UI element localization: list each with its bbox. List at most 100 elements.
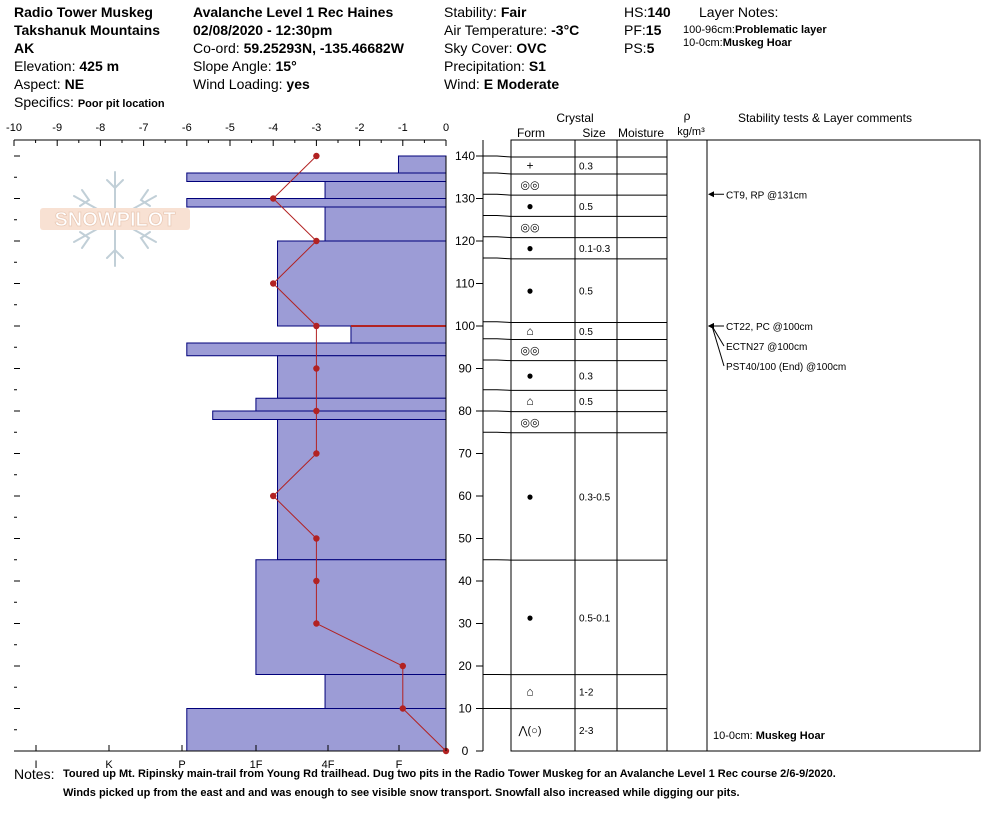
- snowpilot-logo: SNOWPILOT: [40, 171, 190, 267]
- grain-form-symbol: ⌂: [526, 324, 533, 338]
- temperature-point: [399, 705, 406, 712]
- layer-connector: [483, 172, 512, 175]
- grain-size-value: 0.5: [579, 327, 593, 338]
- temperature-point: [313, 535, 320, 542]
- temperature-point: [313, 450, 320, 457]
- hardness-tick-label: 1F: [250, 759, 263, 771]
- aspect: Aspect: NE: [14, 76, 85, 92]
- grain-size-value: 0.5: [579, 397, 593, 408]
- hardness-bar: [324, 674, 447, 709]
- observer: Avalanche Level 1 Rec Haines: [193, 4, 394, 20]
- layer-connector: [483, 215, 512, 217]
- density-symbol: ρ: [684, 109, 691, 123]
- hardness-bar: [324, 181, 447, 199]
- air-temperature: Air Temperature: -3°C: [444, 22, 580, 38]
- layer-connector: [483, 410, 512, 413]
- grain-size-value: 0.3: [579, 161, 593, 172]
- grain-form-symbol: ◎◎: [520, 180, 539, 192]
- hardness-bar: [277, 240, 447, 327]
- depth-tick-label: 0: [462, 744, 469, 758]
- grain-form-symbol: ⌂: [526, 685, 533, 699]
- density-unit: kg/m³: [677, 126, 705, 138]
- temp-tick-label: -8: [96, 122, 106, 134]
- hardness-bar: [186, 198, 447, 208]
- temp-tick-label: -3: [312, 122, 322, 134]
- svg-text:SNOWPILOT: SNOWPILOT: [54, 209, 175, 231]
- test-arrowhead: [708, 191, 714, 198]
- hardness-tick-label: K: [105, 759, 113, 771]
- layer-connector: [483, 236, 512, 239]
- test-pointer: [711, 325, 725, 367]
- layer-connector: [483, 359, 512, 362]
- depth-axis: 0 10 20 30 40 50 60 70 80 90 100 110 120 130 140: [445, 140, 484, 758]
- temperature-point: [313, 407, 320, 415]
- depth-tick-label: 10: [458, 702, 472, 716]
- grain-form-symbol: ◎◎: [520, 417, 539, 429]
- grain-form-symbol: ●: [526, 199, 533, 213]
- layer-table: +0.3 ◎◎ ● 0.5 ◎◎ ● 0.1-0.3 ● 0.5 ⌂ 0.5 ◎◎ ● 0.3 ⌂ 0.5 ◎◎…: [483, 139, 981, 752]
- layer-note-2: 10-0cm:Muskeg Hoar: [683, 37, 792, 49]
- layer-connector: [483, 431, 512, 434]
- depth-tick-label: 140: [455, 149, 475, 163]
- site-name: Radio Tower Muskeg: [14, 4, 153, 20]
- stability-test-label: CT9, RP @131cm: [726, 190, 807, 201]
- temp-tick-label: 0: [443, 122, 449, 134]
- grain-form-symbol: +: [526, 158, 533, 172]
- hardness-bar: [186, 708, 447, 752]
- layer-note-1: 100-96cm:Problematic layer: [683, 24, 827, 36]
- depth-tick-label: 30: [458, 617, 472, 631]
- form-header: Form: [517, 126, 545, 140]
- grain-size-value: 0.3: [579, 372, 593, 383]
- temperature-profile: [270, 152, 450, 755]
- grain-size-value: 0.5: [579, 202, 593, 213]
- hardness-tick-label: I: [34, 759, 37, 771]
- temperature-point: [313, 152, 320, 160]
- test-pointer: [711, 325, 725, 347]
- crystal-header: Crystal: [556, 111, 593, 125]
- grain-size-value: 0.5: [579, 287, 593, 298]
- hardness-bar: [397, 155, 447, 174]
- depth-tick-label: 80: [458, 404, 472, 418]
- temperature-point: [270, 195, 277, 202]
- hardness-bar: [277, 355, 447, 399]
- layer-connector: [483, 389, 512, 391]
- stability-test-label: PST40/100 (End) @100cm: [726, 362, 846, 373]
- depth-tick-label: 90: [458, 362, 472, 376]
- datetime: 02/08/2020 - 12:30pm: [193, 22, 333, 38]
- temp-tick-label: -4: [268, 122, 278, 134]
- left-axes: -10 -9 -8 -7 -6 -5 -4 -3 -2 -1 0I K P 1F 4F F: [6, 122, 449, 771]
- elevation: Elevation: 425 m: [14, 58, 120, 74]
- range-name: Takshanuk Mountains: [14, 22, 160, 38]
- temp-tick-label: -10: [6, 122, 22, 134]
- grain-size-value: 0.5-0.1: [579, 613, 611, 624]
- notes-label: Notes:: [14, 766, 55, 782]
- ps-value: PS:5: [624, 40, 655, 56]
- notes-line-2: Winds picked up from the east and and wa…: [63, 787, 740, 799]
- hardness-bar: [255, 559, 447, 675]
- hardness-bars: [186, 155, 447, 752]
- depth-tick-label: 60: [458, 489, 472, 503]
- table-frame: [510, 139, 981, 752]
- hardness-bar: [350, 325, 447, 344]
- depth-tick-label: 100: [455, 319, 475, 333]
- layer-connector: [483, 193, 512, 196]
- layer-notes-title: Layer Notes:: [699, 4, 779, 20]
- temp-tick-label: -6: [182, 122, 192, 134]
- temperature-point: [313, 237, 320, 245]
- hardness-bar: [212, 410, 447, 420]
- depth-tick-label: 50: [458, 532, 472, 546]
- grain-form-symbol: ⌂: [526, 394, 533, 408]
- layer-connector: [483, 321, 512, 323]
- depth-tick-label: 70: [458, 447, 472, 461]
- temperature-point: [313, 322, 320, 330]
- grain-form-symbol: ◎◎: [520, 345, 539, 357]
- pf-value: PF:15: [624, 22, 662, 38]
- temp-tick-label: -7: [139, 122, 149, 134]
- temp-tick-label: -1: [398, 122, 408, 134]
- temperature-point: [270, 492, 277, 500]
- hardness-bar: [255, 397, 447, 412]
- layer-connector: [483, 155, 512, 158]
- hs-value: HS:140: [624, 4, 671, 20]
- layer-connector: [483, 338, 512, 340]
